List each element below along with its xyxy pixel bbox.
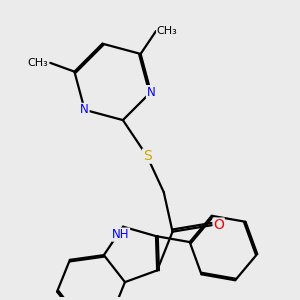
Text: O: O bbox=[213, 218, 224, 232]
Text: CH₃: CH₃ bbox=[28, 58, 48, 68]
Text: N: N bbox=[80, 103, 89, 116]
Text: S: S bbox=[143, 149, 152, 163]
Text: CH₃: CH₃ bbox=[157, 26, 177, 36]
Text: NH: NH bbox=[112, 228, 130, 241]
Text: N: N bbox=[146, 85, 155, 99]
